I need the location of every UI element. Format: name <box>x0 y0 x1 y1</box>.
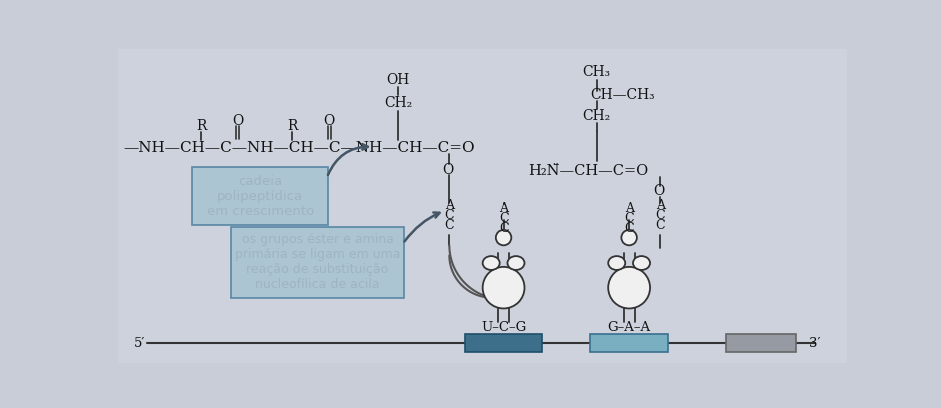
Text: G–C–C: G–C–C <box>739 337 783 350</box>
Text: C: C <box>444 209 455 222</box>
Text: C: C <box>655 219 665 232</box>
Text: R: R <box>287 119 297 133</box>
Ellipse shape <box>507 256 524 270</box>
Text: OH: OH <box>387 73 409 87</box>
Text: C: C <box>655 209 665 222</box>
Text: C: C <box>624 212 634 225</box>
Text: H₂N̈—CH—C=O: H₂N̈—CH—C=O <box>529 164 648 177</box>
Text: U–C–G: U–C–G <box>481 321 526 334</box>
Ellipse shape <box>496 230 511 245</box>
Text: CH₃: CH₃ <box>582 65 611 79</box>
Ellipse shape <box>483 267 524 308</box>
FancyBboxPatch shape <box>118 49 847 363</box>
Ellipse shape <box>608 267 650 308</box>
Text: A–G–C: A–G–C <box>482 337 526 350</box>
Text: cadeia
polipeptídica
em crescimento: cadeia polipeptídica em crescimento <box>207 175 314 217</box>
FancyBboxPatch shape <box>231 227 405 298</box>
Text: C: C <box>499 222 508 235</box>
Text: 3′: 3′ <box>809 337 821 350</box>
FancyBboxPatch shape <box>192 167 328 225</box>
Text: C–U–U: C–U–U <box>607 337 651 350</box>
Text: G–A–A: G–A–A <box>608 321 650 334</box>
Text: A: A <box>499 202 508 215</box>
Ellipse shape <box>621 230 637 245</box>
Ellipse shape <box>483 256 500 270</box>
Text: CH₂: CH₂ <box>384 96 412 110</box>
Text: CH₂: CH₂ <box>582 109 611 123</box>
Text: CH—CH₃: CH—CH₃ <box>590 88 655 102</box>
Ellipse shape <box>608 256 625 270</box>
Text: C: C <box>444 219 455 232</box>
Text: C: C <box>624 222 634 235</box>
Text: —NH—CH—C—NH—CH—C—NH—CH—C=O: —NH—CH—C—NH—CH—C—NH—CH—C=O <box>124 140 475 155</box>
Text: R: R <box>196 119 206 133</box>
Text: C: C <box>499 212 508 225</box>
Text: 5′: 5′ <box>134 337 145 350</box>
FancyBboxPatch shape <box>465 334 542 352</box>
Text: O: O <box>442 163 454 177</box>
Ellipse shape <box>633 256 650 270</box>
Text: O: O <box>654 184 665 198</box>
Text: os grupos éster e amina
primária se ligam em uma
reação de substituição
nucleofí: os grupos éster e amina primária se liga… <box>235 233 400 291</box>
FancyBboxPatch shape <box>590 334 668 352</box>
FancyBboxPatch shape <box>726 334 796 352</box>
Text: A: A <box>445 199 454 212</box>
Text: A: A <box>656 199 664 212</box>
Text: O: O <box>232 113 244 128</box>
Text: O: O <box>324 113 335 128</box>
Text: A: A <box>625 202 633 215</box>
